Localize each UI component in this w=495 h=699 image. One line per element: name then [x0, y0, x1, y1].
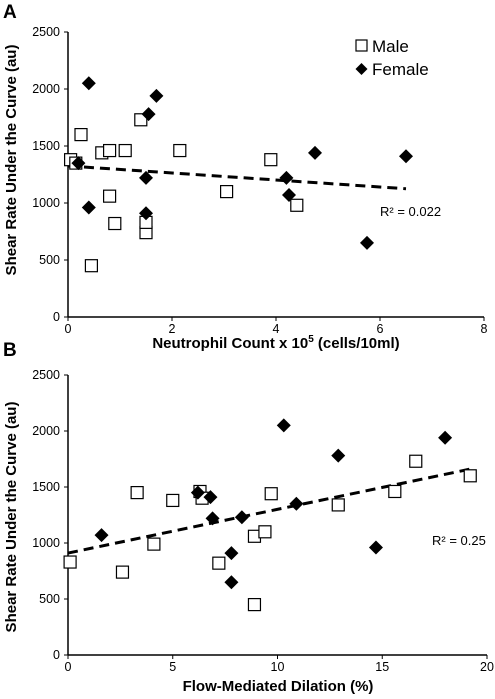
- r-squared-label-a: R² = 0.022: [380, 204, 441, 219]
- y-tick-label-b: 2000: [32, 424, 60, 438]
- x-ticks-b: 0 5 10 15 20: [65, 655, 494, 674]
- panel-label-a: A: [3, 2, 17, 23]
- x-tick-label-a: 4: [273, 322, 280, 336]
- x-tick-label-b: 10: [271, 660, 285, 674]
- female-point: [282, 188, 296, 203]
- x-tick-label-b: 20: [480, 660, 494, 674]
- female-point: [289, 496, 304, 511]
- male-point: [220, 185, 234, 199]
- y-tick-label-a: 1500: [32, 139, 60, 153]
- female-point: [438, 430, 453, 445]
- x-tick-label-a: 8: [481, 322, 488, 336]
- female-point: [224, 575, 239, 590]
- r-squared-label-b: R² = 0.25: [432, 533, 486, 548]
- legend-female-marker: [355, 63, 368, 75]
- y-tick-label-a: 2000: [32, 82, 60, 96]
- points-a: [63, 76, 413, 273]
- legend-female-label: Female: [372, 60, 429, 79]
- male-point: [166, 493, 180, 508]
- female-point: [331, 448, 346, 463]
- female-point: [279, 170, 294, 185]
- female-point: [308, 145, 322, 160]
- panel-b: B Shear Rate Under the Curve (au) 0 500 10…: [3, 340, 494, 695]
- female-point: [276, 418, 291, 433]
- x-axis-title-b: Flow-Mediated Dilation (%): [183, 678, 374, 695]
- female-point: [81, 76, 96, 91]
- female-point: [81, 200, 96, 215]
- x-tick-label-b: 0: [65, 660, 72, 674]
- male-point: [258, 525, 272, 539]
- male-point: [264, 153, 278, 167]
- male-point: [147, 537, 161, 551]
- female-point: [368, 540, 383, 555]
- male-point: [108, 216, 122, 231]
- female-point: [234, 510, 249, 525]
- y-axis-title-a: Shear Rate Under the Curve (au): [3, 45, 20, 276]
- female-point: [141, 107, 156, 122]
- female-point: [360, 235, 374, 250]
- male-point: [331, 498, 345, 512]
- y-tick-label-a: 500: [39, 253, 60, 267]
- female-point: [149, 88, 164, 103]
- male-point: [264, 487, 278, 501]
- y-tick-label-b: 1500: [32, 480, 60, 494]
- male-point: [463, 469, 477, 483]
- y-tick-label-b: 500: [39, 592, 60, 606]
- male-point: [247, 597, 262, 612]
- male-point: [212, 556, 226, 570]
- female-point: [205, 511, 220, 526]
- male-point: [290, 198, 304, 212]
- male-point: [409, 454, 423, 468]
- y-tick-label-b: 2500: [32, 368, 60, 382]
- male-point: [134, 113, 148, 127]
- y-ticks-a: 0 500 1000 1500 2000 2500: [32, 25, 68, 324]
- y-tick-label-b: 1000: [32, 536, 60, 550]
- y-ticks-b: 0 500 1000 1500 2000 2500: [32, 368, 68, 662]
- female-point: [94, 528, 109, 543]
- points-b: [63, 418, 477, 612]
- legend-male-marker: [355, 39, 368, 52]
- male-point: [74, 128, 88, 142]
- x-tick-label-b: 15: [375, 660, 389, 674]
- y-axis-title-b: Shear Rate Under the Curve (au): [3, 402, 20, 633]
- male-point: [173, 143, 187, 158]
- female-point: [139, 170, 153, 185]
- legend-male-label: Male: [372, 37, 409, 56]
- male-point: [102, 189, 117, 203]
- female-point: [399, 149, 413, 164]
- female-point: [139, 206, 153, 221]
- male-point: [388, 484, 402, 499]
- legend: Male Female: [355, 37, 429, 79]
- x-tick-label-b: 5: [169, 660, 176, 674]
- female-point: [203, 490, 218, 505]
- male-point: [118, 143, 132, 158]
- panel-label-b: B: [3, 340, 17, 361]
- male-point: [63, 555, 77, 569]
- x-tick-label-a: 6: [377, 322, 384, 336]
- x-tick-label-a: 2: [169, 322, 176, 336]
- x-ticks-a: 0 2 4 6 8: [65, 317, 488, 336]
- y-tick-label-a: 0: [53, 310, 60, 324]
- female-point: [224, 546, 239, 561]
- male-point: [130, 486, 144, 500]
- female-point: [71, 156, 86, 171]
- panel-a: A Shear Rate Under the Curve (au) 0 500 10…: [3, 2, 488, 352]
- male-point: [102, 143, 117, 158]
- trendline-b: [67, 467, 471, 555]
- x-tick-label-a: 0: [65, 322, 72, 336]
- female-point: [190, 485, 205, 500]
- y-tick-label-a: 1000: [32, 196, 60, 210]
- trendline-a: [67, 164, 407, 191]
- x-axis-title-a: Neutrophil Count x 105 (cells/10ml): [152, 334, 399, 352]
- y-tick-label-b: 0: [53, 648, 60, 662]
- male-point: [84, 259, 99, 273]
- male-point: [115, 565, 130, 579]
- y-tick-label-a: 2500: [32, 25, 60, 39]
